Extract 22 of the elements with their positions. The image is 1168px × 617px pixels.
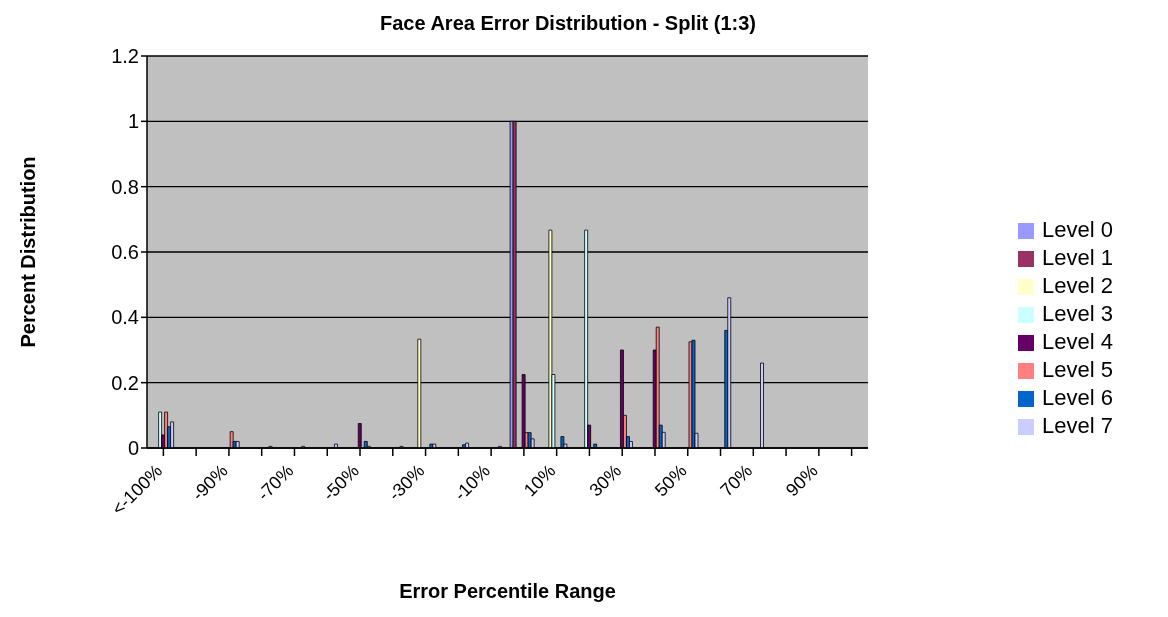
y-tick-label: 1 xyxy=(127,110,139,133)
x-tick-label: 30% xyxy=(585,460,626,501)
chart-title: Face Area Error Distribution - Split (1:3) xyxy=(380,12,756,34)
x-tick-label: 70% xyxy=(716,460,757,501)
y-tick-label: 0 xyxy=(127,437,139,460)
y-axis-title: Percent Distribution xyxy=(17,156,40,348)
x-tick-label: 50% xyxy=(650,460,691,501)
x-tick-label: 90% xyxy=(782,460,822,501)
y-tick-label: 0.8 xyxy=(111,175,139,198)
y-tick-label: 1.2 xyxy=(111,45,139,68)
legend-label: Level 3 xyxy=(1042,301,1113,326)
legend-label: Level 4 xyxy=(1042,329,1113,354)
legend-label: Level 1 xyxy=(1042,245,1113,270)
y-tick-label: 0.2 xyxy=(111,371,139,394)
legend-label: Level 5 xyxy=(1042,357,1113,382)
legend-label: Level 7 xyxy=(1042,413,1113,438)
legend-label: Level 2 xyxy=(1042,273,1113,298)
legend-label: Level 0 xyxy=(1042,217,1113,242)
y-tick-label: 0.4 xyxy=(111,306,139,329)
x-axis-title: Error Percentile Range xyxy=(399,580,616,602)
y-tick-label: 0.6 xyxy=(111,241,139,264)
legend-label: Level 6 xyxy=(1042,385,1113,410)
